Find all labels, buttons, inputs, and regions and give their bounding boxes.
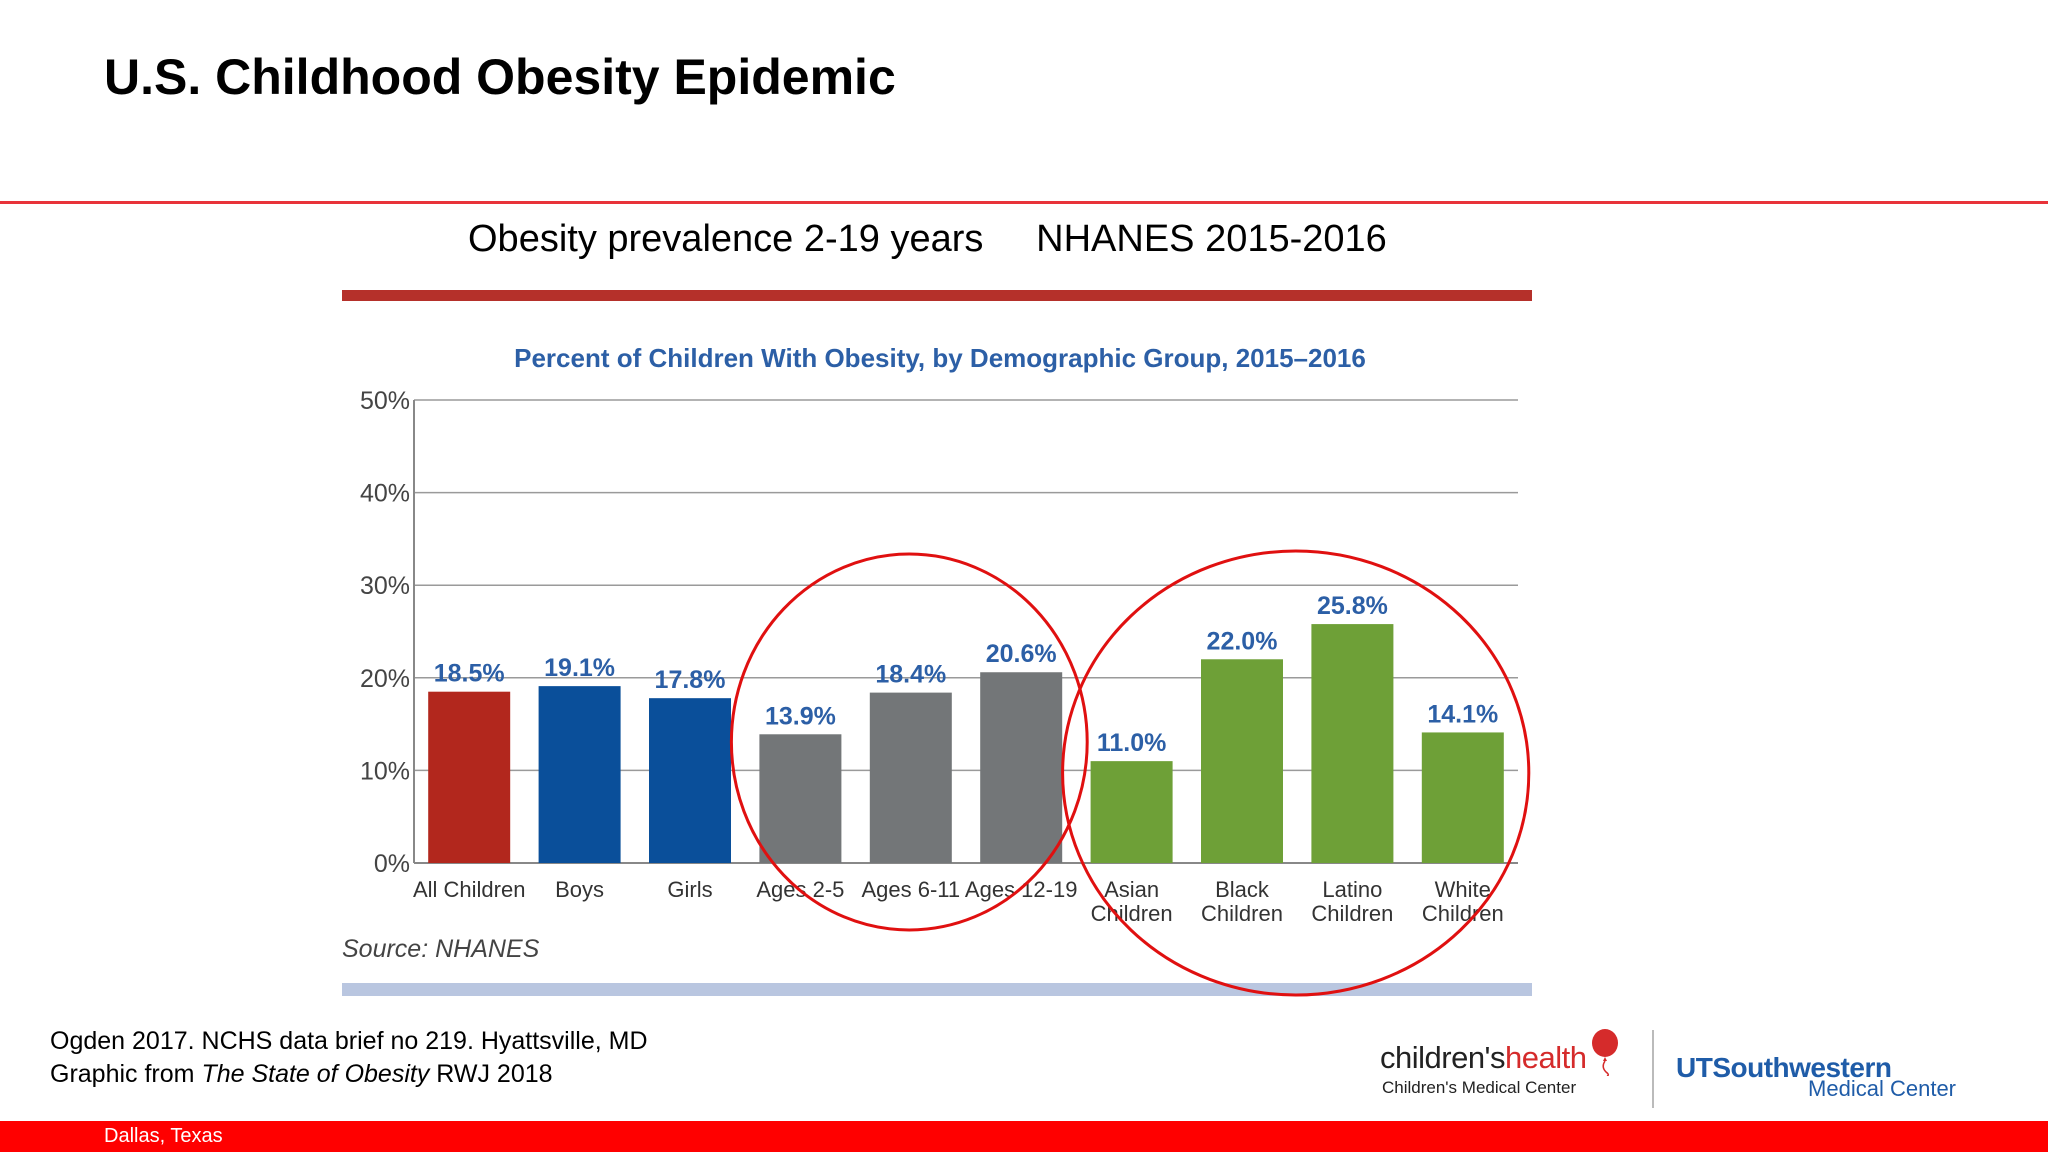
x-category-label: Children xyxy=(1311,901,1393,926)
citation-title: The State of Obesity xyxy=(201,1060,430,1088)
bar xyxy=(538,686,621,863)
x-category-label: Ages 6-11 xyxy=(861,877,960,902)
bar xyxy=(759,734,842,863)
childrens-health-wordmark-b: health xyxy=(1504,1040,1587,1075)
bar xyxy=(1421,732,1504,863)
bar-value-label: 18.5% xyxy=(434,660,505,688)
x-category-label: Children xyxy=(1201,901,1283,926)
bar-value-label: 20.6% xyxy=(986,640,1057,668)
bar xyxy=(428,691,511,863)
logo-divider xyxy=(1652,1030,1654,1108)
footer-bar: Dallas, Texas xyxy=(0,1121,2048,1152)
citation-line-2: Graphic from The State of Obesity RWJ 20… xyxy=(50,1058,648,1091)
childrens-health-logo: children'shealth Children's Medical Cent… xyxy=(1380,1029,1642,1100)
y-tick-label: 40% xyxy=(360,480,410,508)
slide-title: U.S. Childhood Obesity Epidemic xyxy=(104,49,896,105)
bar-value-label: 14.1% xyxy=(1427,700,1498,728)
x-category-label: Asian xyxy=(1104,877,1159,902)
x-category-label: Children xyxy=(1422,901,1504,926)
ut-southwestern-logo: UTSouthwestern Medical Center xyxy=(1676,1052,1956,1102)
ut-southwestern-wordmark: UTSouthwestern xyxy=(1676,1052,1892,1083)
label-layer: 18.5% All Children 19.1% Boys 17.8% Girls 13.9… xyxy=(413,592,1504,926)
bar-value-label: 18.4% xyxy=(875,661,946,689)
bar xyxy=(649,698,731,863)
y-tick-label: 0% xyxy=(374,850,410,878)
ut-medical-center-label: Medical Center xyxy=(1808,1076,1956,1101)
highlight-circle xyxy=(729,552,1089,932)
bar-value-label: 13.9% xyxy=(765,702,836,730)
bar xyxy=(980,672,1063,863)
childrens-health-wordmark-a: children's xyxy=(1380,1040,1505,1075)
x-category-label: Latino xyxy=(1322,877,1382,902)
chart-source: Source: NHANES xyxy=(342,935,540,963)
childrens-health-wordmark: children'shealth xyxy=(1380,1040,1587,1076)
footer-location: Dallas, Texas xyxy=(104,1125,223,1147)
chart-top-band xyxy=(342,290,1532,301)
citation-prefix: Graphic from xyxy=(50,1060,202,1088)
chart-subtitle: Obesity prevalence 2-19 years NHANES 201… xyxy=(468,218,1387,260)
y-tick-label: 30% xyxy=(360,572,410,600)
bar-value-label: 22.0% xyxy=(1207,627,1278,655)
bar-value-label: 11.0% xyxy=(1097,729,1167,757)
citation-line-1: Ogden 2017. NCHS data brief no 219. Hyat… xyxy=(50,1027,648,1055)
bar xyxy=(1090,761,1173,863)
x-category-label: Girls xyxy=(667,877,712,902)
bar xyxy=(1311,624,1394,863)
bar-value-label: 17.8% xyxy=(655,666,726,694)
balloon-icon xyxy=(1592,1029,1618,1076)
bar xyxy=(1201,659,1283,863)
title-divider xyxy=(0,201,2048,204)
citation-footnote: Ogden 2017. NCHS data brief no 219. Hyat… xyxy=(50,1025,648,1091)
highlight-layer xyxy=(729,549,1531,997)
x-category-label: Children xyxy=(1091,901,1173,926)
x-category-label: All Children xyxy=(413,877,526,902)
childrens-medical-center-label: Children's Medical Center xyxy=(1382,1078,1577,1097)
citation-suffix: RWJ 2018 xyxy=(429,1060,553,1088)
y-tick-label: 20% xyxy=(360,665,410,693)
bar xyxy=(869,692,952,863)
bar-value-label: 19.1% xyxy=(544,654,615,682)
x-category-label: Black xyxy=(1215,877,1270,902)
bar-layer xyxy=(428,624,1504,863)
y-tick-label: 10% xyxy=(360,757,410,785)
bar-value-label: 25.8% xyxy=(1317,592,1388,620)
x-category-label: Boys xyxy=(555,877,604,902)
y-tick-label: 50% xyxy=(360,387,410,415)
chart-title: Percent of Children With Obesity, by Dem… xyxy=(514,343,1366,373)
highlight-circle xyxy=(1061,549,1531,997)
x-category-label: White xyxy=(1435,877,1491,902)
